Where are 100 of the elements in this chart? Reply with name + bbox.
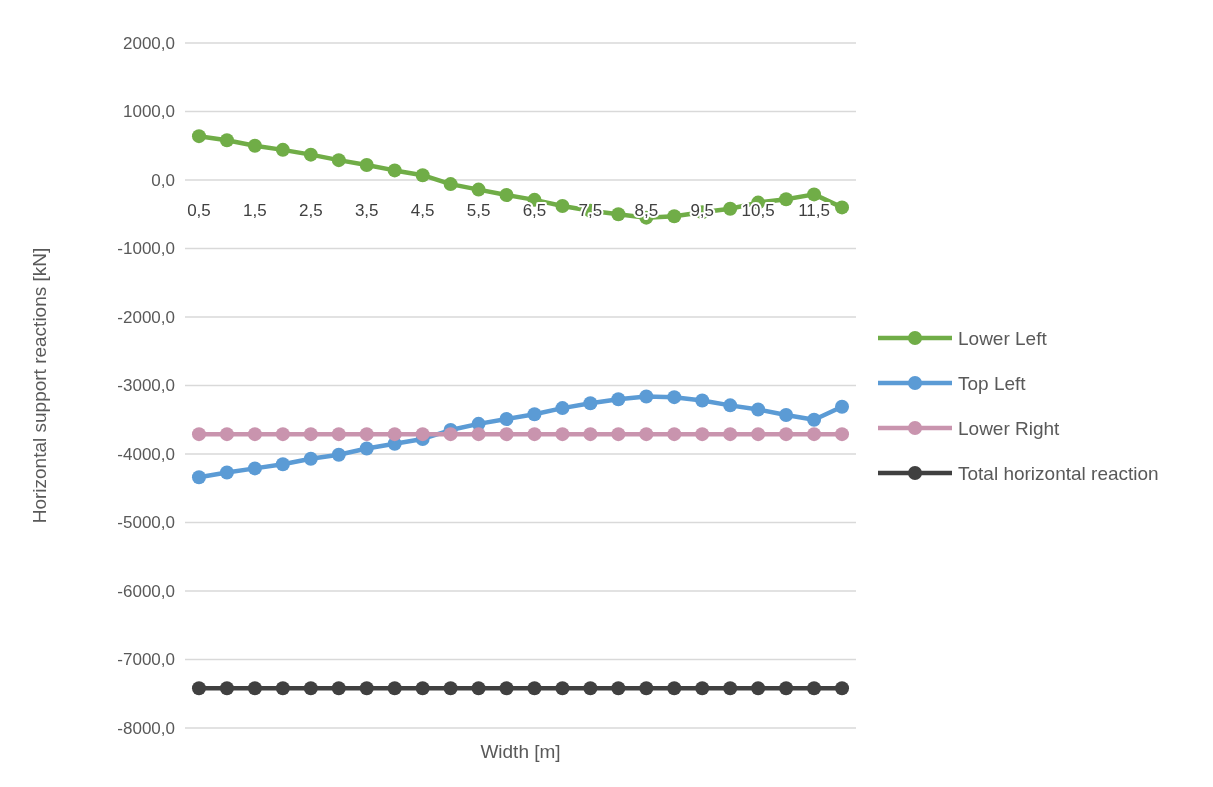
point [779, 681, 794, 696]
point [303, 451, 318, 466]
point [443, 177, 458, 192]
point [359, 681, 374, 696]
point [331, 153, 346, 168]
point [555, 681, 570, 696]
point [527, 681, 542, 696]
y-tick-label: -2000,0 [117, 307, 175, 327]
point [191, 470, 206, 485]
x-tick-label: 5,5 [466, 201, 491, 220]
y-axis-title: Horizontal support reactions [kN] [29, 247, 50, 524]
point [331, 681, 346, 696]
x-tick-label: 1,5 [243, 201, 267, 220]
point [723, 398, 738, 413]
point [807, 412, 822, 427]
x-tick-label: 2,5 [298, 201, 323, 220]
point [779, 407, 794, 422]
point [555, 427, 570, 442]
point [583, 681, 598, 696]
point [359, 157, 374, 172]
x-tick-label: 3,5 [354, 201, 379, 220]
point [359, 441, 374, 456]
point [191, 681, 206, 696]
point [303, 427, 318, 442]
point [639, 389, 654, 404]
x-tick-label: 9,5 [690, 201, 715, 220]
point [219, 427, 234, 442]
legend-label: Lower Right [958, 417, 1061, 439]
y-tick-label: -3000,0 [117, 376, 175, 396]
point [611, 392, 626, 407]
point [359, 427, 374, 442]
point [555, 199, 570, 214]
point [415, 168, 430, 183]
point [611, 681, 626, 696]
point [779, 192, 794, 207]
point [331, 447, 346, 462]
legend-label: Top Left [958, 372, 1027, 394]
x-tick-label: 7,5 [578, 201, 603, 220]
point [835, 681, 850, 696]
x-tick-label: 4,5 [410, 201, 435, 220]
point [471, 427, 486, 442]
point [527, 407, 542, 422]
point [751, 681, 766, 696]
point [219, 681, 234, 696]
point [667, 427, 682, 442]
point [667, 390, 682, 405]
point [583, 427, 598, 442]
point [387, 163, 402, 178]
point [499, 427, 514, 442]
point [443, 427, 458, 442]
point [807, 681, 822, 696]
point [667, 209, 682, 224]
y-tick-label: -6000,0 [117, 581, 175, 601]
point [499, 681, 514, 696]
point [695, 393, 710, 408]
point [499, 412, 514, 427]
legend-label: Lower Left [958, 327, 1048, 349]
point [219, 133, 234, 148]
point [723, 427, 738, 442]
point [247, 461, 262, 476]
point [471, 681, 486, 696]
x-tick-label: 10,5 [741, 201, 775, 220]
y-tick-label: -4000,0 [117, 444, 175, 464]
point [807, 187, 822, 202]
point [611, 207, 626, 222]
point [331, 427, 346, 442]
point [499, 188, 514, 203]
x-axis-title: Width [m] [480, 741, 561, 762]
legend-label: Total horizontal reaction [958, 462, 1159, 484]
y-tick-label: -5000,0 [117, 513, 175, 533]
point [751, 427, 766, 442]
x-tick-label: 6,5 [522, 201, 547, 220]
point [219, 465, 234, 480]
point [751, 402, 766, 417]
x-tick-label: 0,5 [187, 201, 211, 220]
point [639, 427, 654, 442]
point [443, 681, 458, 696]
point [275, 142, 290, 157]
point [303, 681, 318, 696]
point [191, 129, 206, 144]
y-tick-label: 1000,0 [123, 102, 175, 122]
point [387, 681, 402, 696]
point [247, 681, 262, 696]
y-tick-label: -7000,0 [117, 650, 175, 670]
point [667, 681, 682, 696]
point [387, 427, 402, 442]
point [807, 427, 822, 442]
point [471, 182, 486, 197]
point [779, 427, 794, 442]
point [835, 200, 850, 215]
point [723, 201, 738, 216]
point [191, 427, 206, 442]
point [275, 427, 290, 442]
point [303, 147, 318, 162]
point [723, 681, 738, 696]
point [555, 401, 570, 416]
y-tick-label: -8000,0 [117, 718, 175, 738]
point [415, 681, 430, 696]
point [275, 681, 290, 696]
point [695, 681, 710, 696]
